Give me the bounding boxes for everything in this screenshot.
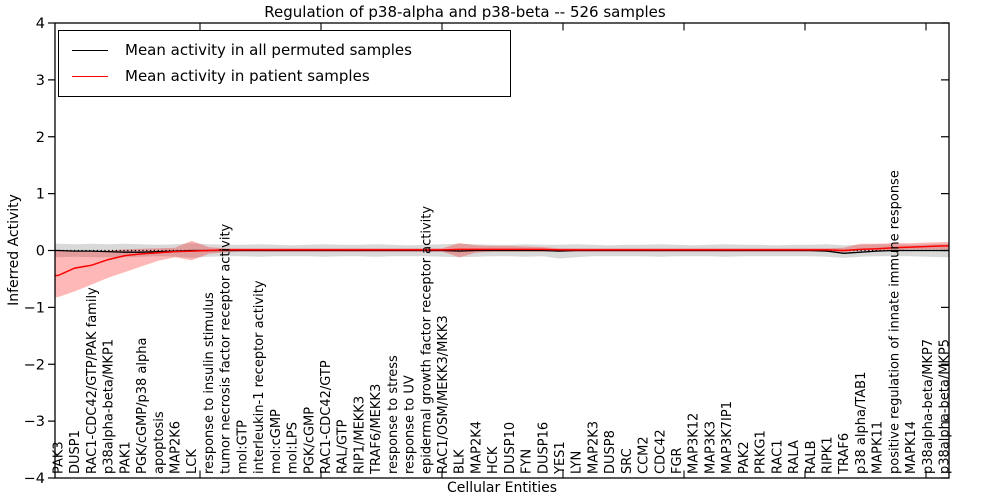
y-axis-label: Inferred Activity: [6, 194, 22, 306]
x-tick-label: positive regulation of innate immune res…: [887, 170, 902, 474]
x-tick-label: PAK1: [118, 441, 133, 474]
x-tick-label: CCM2: [637, 436, 652, 474]
x-tick-label: TRAF6/MEKK3: [369, 384, 384, 475]
x-tick-label: RIP1/MEKK3: [352, 396, 367, 474]
y-tick-label: 0: [36, 244, 45, 260]
x-tick-label: DUSP10: [503, 422, 518, 474]
x-tick-label: YES1: [553, 441, 568, 475]
y-tick-label: 3: [36, 73, 45, 89]
patient-confidence-band: [55, 240, 949, 298]
x-tick-label: epidermal growth factor receptor activit…: [419, 206, 434, 474]
x-tick-label: response to UV: [403, 375, 418, 474]
x-tick-label: mol:cGMP: [269, 409, 284, 474]
legend-label-patient: Mean activity in patient samples: [125, 67, 370, 86]
x-tick-label: PGK/cGMP/p38 alpha: [135, 338, 150, 474]
x-tick-label: tumor necrosis factor receptor activity: [219, 223, 234, 474]
x-tick-label: LCK: [185, 449, 200, 474]
x-tick-label: PGK/cGMP: [302, 407, 317, 474]
x-tick-label: MAP2K3: [586, 421, 601, 474]
x-tick-label: response to insulin stimulus: [202, 292, 217, 474]
x-tick-label: HCK: [486, 446, 501, 474]
x-tick-label: RAL/GTP: [336, 419, 351, 474]
x-tick-label: PAK2: [737, 441, 752, 474]
legend-line-black: [72, 49, 108, 51]
x-tick-label: BLK: [453, 449, 468, 474]
x-tick-label: p38alpha-beta/MKP7: [921, 339, 936, 474]
x-tick-label: RAC1: [770, 439, 785, 474]
legend-line-red: [72, 76, 108, 78]
x-tick-label: DUSP1: [68, 430, 83, 474]
x-tick-label: response to stress: [386, 355, 401, 474]
x-tick-label: RAC1-CDC42/GTP: [319, 360, 334, 474]
y-tick-label: −1: [24, 300, 45, 316]
x-tick-label: MAP3K7IP1: [720, 401, 735, 474]
x-tick-label: MAP3K3: [704, 421, 719, 474]
x-tick-label: LYN: [570, 451, 585, 474]
y-tick-label: −3: [24, 414, 45, 430]
x-tick-label: RAC1-CDC42/GTP/PAK family: [85, 287, 100, 474]
x-tick-label: mol:LPS: [286, 422, 301, 474]
y-tick-label: −2: [24, 357, 45, 373]
y-tick-label: −4: [24, 471, 45, 487]
legend-label-permuted: Mean activity in all permuted samples: [125, 40, 412, 59]
y-tick-label: 4: [36, 16, 45, 32]
patient-mean-line: [55, 245, 949, 277]
y-tick-label: 2: [36, 130, 45, 146]
chart-title: Regulation of p38-alpha and p38-beta -- …: [264, 3, 666, 21]
x-tick-label: TRAF6: [837, 433, 852, 475]
x-tick-label: FGR: [670, 447, 685, 474]
x-tick-label: mol:GTP: [235, 420, 250, 474]
legend: Mean activity in all permuted samples Me…: [58, 30, 511, 97]
x-axis-label: Cellular Entities: [446, 480, 558, 496]
x-tick-label: apoptosis: [152, 411, 167, 474]
x-tick-label: DUSP8: [603, 430, 618, 474]
x-tick-label: p38 alpha/TAB1: [854, 372, 869, 474]
x-tick-label: MAPK14: [904, 421, 919, 474]
x-tick-label: MAP3K12: [687, 413, 702, 474]
x-tick-label: SRC: [620, 448, 635, 474]
x-tick-label: MAP2K4: [469, 421, 484, 474]
x-tick-label: p38alpha-beta/MKP1: [102, 339, 117, 474]
x-tick-label: p38alpha-beta/MKP5: [938, 339, 953, 474]
x-tick-label: FYN: [520, 449, 535, 474]
x-tick-label: MAPK11: [871, 421, 886, 474]
legend-entry-permuted: Mean activity in all permuted samples: [72, 40, 510, 59]
x-tick-label: RALB: [804, 440, 819, 474]
x-tick-label: RIPK1: [821, 436, 836, 474]
legend-entry-patient: Mean activity in patient samples: [72, 69, 510, 84]
x-tick-label: interleukin-1 receptor activity: [252, 280, 267, 474]
x-tick-label: MAP2K6: [169, 421, 184, 474]
x-tick-label: RAC1/OSM/MEKK3/MKK3: [436, 315, 451, 474]
y-tick-label: 1: [36, 187, 45, 203]
x-tick-label: RALA: [787, 440, 802, 474]
x-tick-label: DUSP16: [536, 422, 551, 474]
x-tick-label: PRKG1: [754, 430, 769, 474]
x-tick-label: CDC42: [653, 429, 668, 474]
x-tick-label: PAK3: [52, 441, 67, 474]
